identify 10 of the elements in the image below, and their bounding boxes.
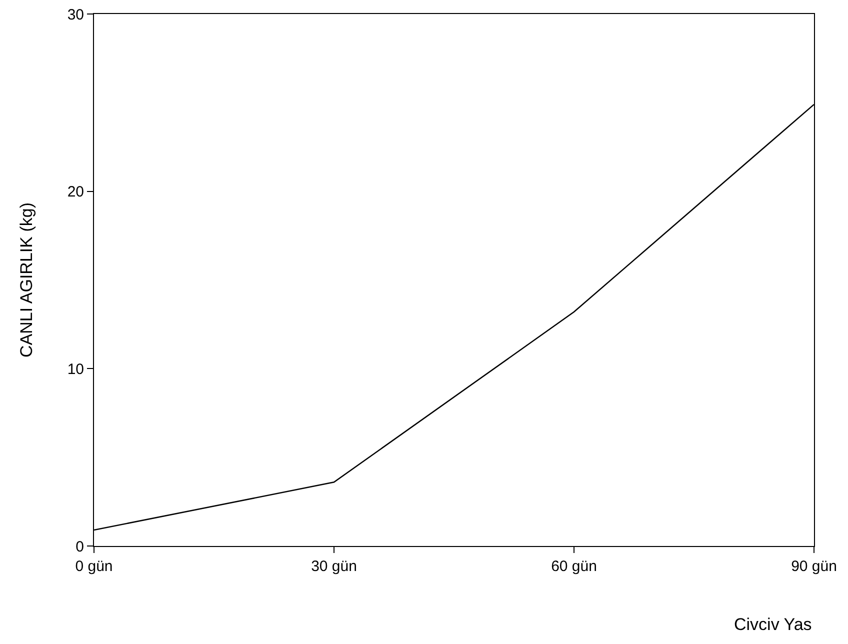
x-tick-label: 60 gün (551, 558, 597, 575)
x-tick-label: 90 gün (791, 558, 837, 575)
y-axis-title: CANLI AGIRLIK (kg) (16, 202, 36, 358)
y-tick-label: 0 (76, 538, 84, 556)
y-tick-label: 20 (67, 184, 84, 201)
x-axis-title: Civciv Yas (734, 615, 812, 634)
x-tick-label: 30 gün (311, 558, 357, 575)
y-tick-label: 30 (67, 6, 84, 24)
x-tick-label: 0 gün (75, 558, 113, 575)
y-tick-label: 10 (67, 360, 84, 378)
